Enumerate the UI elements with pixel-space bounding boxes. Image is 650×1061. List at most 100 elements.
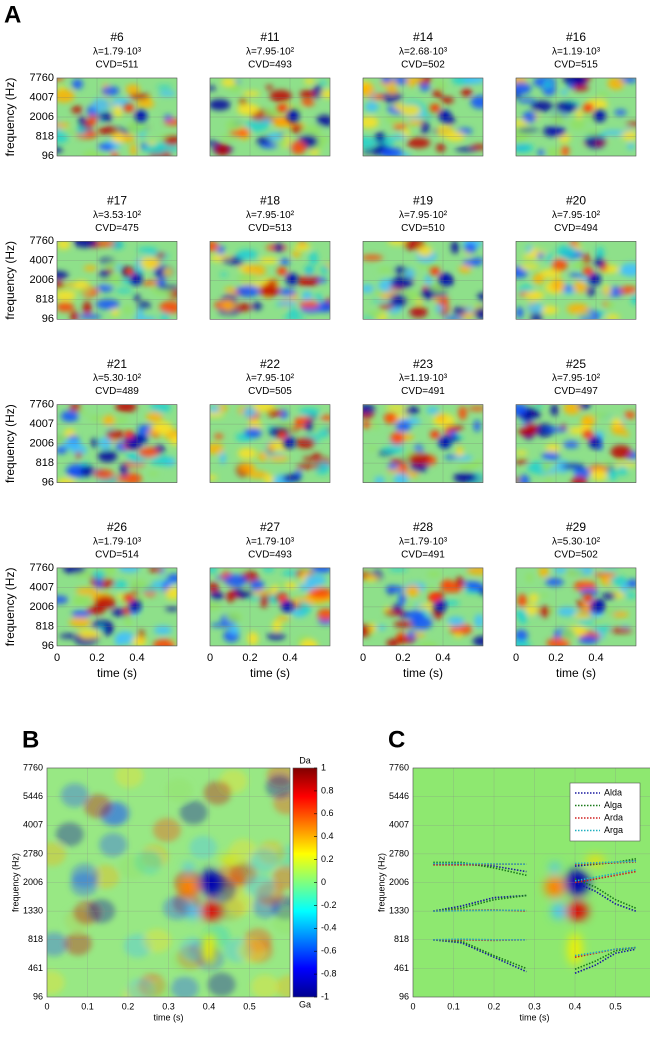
y-tick-label: 2780 (389, 848, 409, 858)
heatmap-blob (72, 78, 83, 90)
x-tick-label: 0.1 (447, 1001, 460, 1011)
heatmap-blob (560, 627, 576, 641)
heatmap-blob (516, 82, 532, 95)
y-tick-label: 2006 (30, 438, 54, 450)
y-tick-label: 5446 (23, 791, 43, 801)
plot-frame (362, 567, 484, 647)
panel-title: #16 (566, 30, 586, 44)
heatmap-blob (592, 625, 613, 632)
heatmap-blob (226, 590, 235, 603)
heatmap-blob (115, 288, 133, 294)
heatmap-blob (178, 876, 199, 897)
heatmap-blob (364, 101, 379, 112)
heatmap-blob (381, 446, 406, 454)
heatmap-blob (541, 452, 560, 461)
heatmap-blob (573, 280, 588, 294)
heatmap-blob (385, 87, 399, 95)
x-axis-title: time (s) (403, 666, 443, 680)
plot-frame (56, 77, 178, 157)
heatmap-blob (420, 288, 434, 300)
panel-title: #11 (260, 30, 279, 44)
heatmap-blob (283, 314, 305, 320)
colorbar-top-label: Da (299, 755, 311, 765)
heatmap-blob (583, 104, 593, 112)
heatmap-blob (63, 439, 81, 450)
heatmap-blob (574, 612, 593, 620)
heatmap-texture (210, 241, 330, 320)
y-tick-label: 4007 (30, 418, 54, 430)
panel-title: #23 (413, 357, 433, 371)
heatmap-blob (436, 124, 454, 138)
plot-frame (209, 567, 331, 647)
plot-frame (56, 567, 178, 647)
heatmap-blob (446, 616, 465, 627)
x-tick-label: 0.2 (89, 652, 104, 664)
heatmap-blob (442, 305, 451, 311)
heatmap-blob (390, 458, 405, 465)
panel-title: #29 (566, 520, 586, 534)
heatmap-blob (545, 443, 561, 453)
legend-label: Alda (604, 787, 622, 797)
lambda-label: λ=7.95·10² (399, 210, 448, 221)
heatmap-blob (82, 301, 92, 315)
y-tick-label: 1330 (389, 906, 409, 916)
heatmap-blob (603, 130, 625, 136)
heatmap-blob (88, 114, 98, 126)
y-axis-title: frequency (Hz) (3, 568, 17, 647)
heatmap-blob (462, 78, 483, 85)
x-axis-title: time (s) (97, 666, 137, 680)
x-tick-label: 0.5 (243, 1001, 256, 1011)
heatmap-blob (277, 593, 287, 602)
heatmap-blob (580, 274, 591, 282)
heatmap-blob (152, 638, 176, 646)
heatmap-blob (378, 303, 394, 310)
heatmap-blob (293, 243, 311, 251)
heatmap-blob (398, 593, 406, 607)
heatmap-blob (614, 462, 636, 468)
heatmap-blob (473, 419, 481, 432)
heatmap-blob (432, 89, 443, 98)
heatmap-blob (97, 126, 118, 135)
heatmap-blob (137, 446, 160, 458)
y-axis-title: frequency (Hz) (3, 241, 17, 320)
heatmap-blobs (516, 404, 636, 483)
heatmap-blob (275, 582, 287, 588)
heatmap-blob (433, 295, 442, 303)
panel-label: A (4, 1, 21, 28)
y-tick-label: 4007 (389, 820, 409, 830)
heatmap-blob (129, 579, 148, 591)
heatmap-blobs (210, 567, 330, 646)
heatmap-blob (164, 778, 193, 803)
plot-frame (362, 241, 484, 320)
heatmap-blob (441, 296, 449, 307)
heatmap-blob (455, 147, 478, 152)
heatmap-blob (516, 640, 531, 646)
heatmap-blob (57, 78, 65, 81)
heatmap-blobs (57, 78, 177, 156)
heatmap-blob (269, 89, 292, 103)
heatmap-blob (225, 119, 243, 132)
heatmap-blob (76, 126, 87, 135)
heatmap-blob (595, 246, 605, 259)
heatmap-blob (102, 415, 116, 426)
heatmap-blob (571, 476, 588, 483)
heatmap-blob (234, 588, 245, 595)
heatmap-blob (442, 316, 465, 320)
heatmap-blob (304, 574, 327, 587)
lambda-label: λ=7.95·10² (552, 210, 601, 221)
heatmap-blob (104, 261, 120, 269)
heatmap-blob (630, 292, 636, 306)
heatmap-blob (454, 632, 462, 638)
heatmap-blob (237, 103, 260, 116)
heatmap-blob (363, 254, 384, 261)
heatmap-blob (609, 627, 633, 634)
heatmap-blob (97, 241, 115, 247)
heatmap-blob (560, 89, 568, 96)
heatmap-blob (567, 82, 575, 89)
heatmap-blob (419, 83, 430, 92)
panel-title: #21 (107, 357, 127, 371)
heatmap-blob (544, 876, 565, 897)
heatmap-blob (146, 411, 163, 423)
plot-frame (412, 767, 650, 998)
heatmap-texture (57, 241, 177, 320)
